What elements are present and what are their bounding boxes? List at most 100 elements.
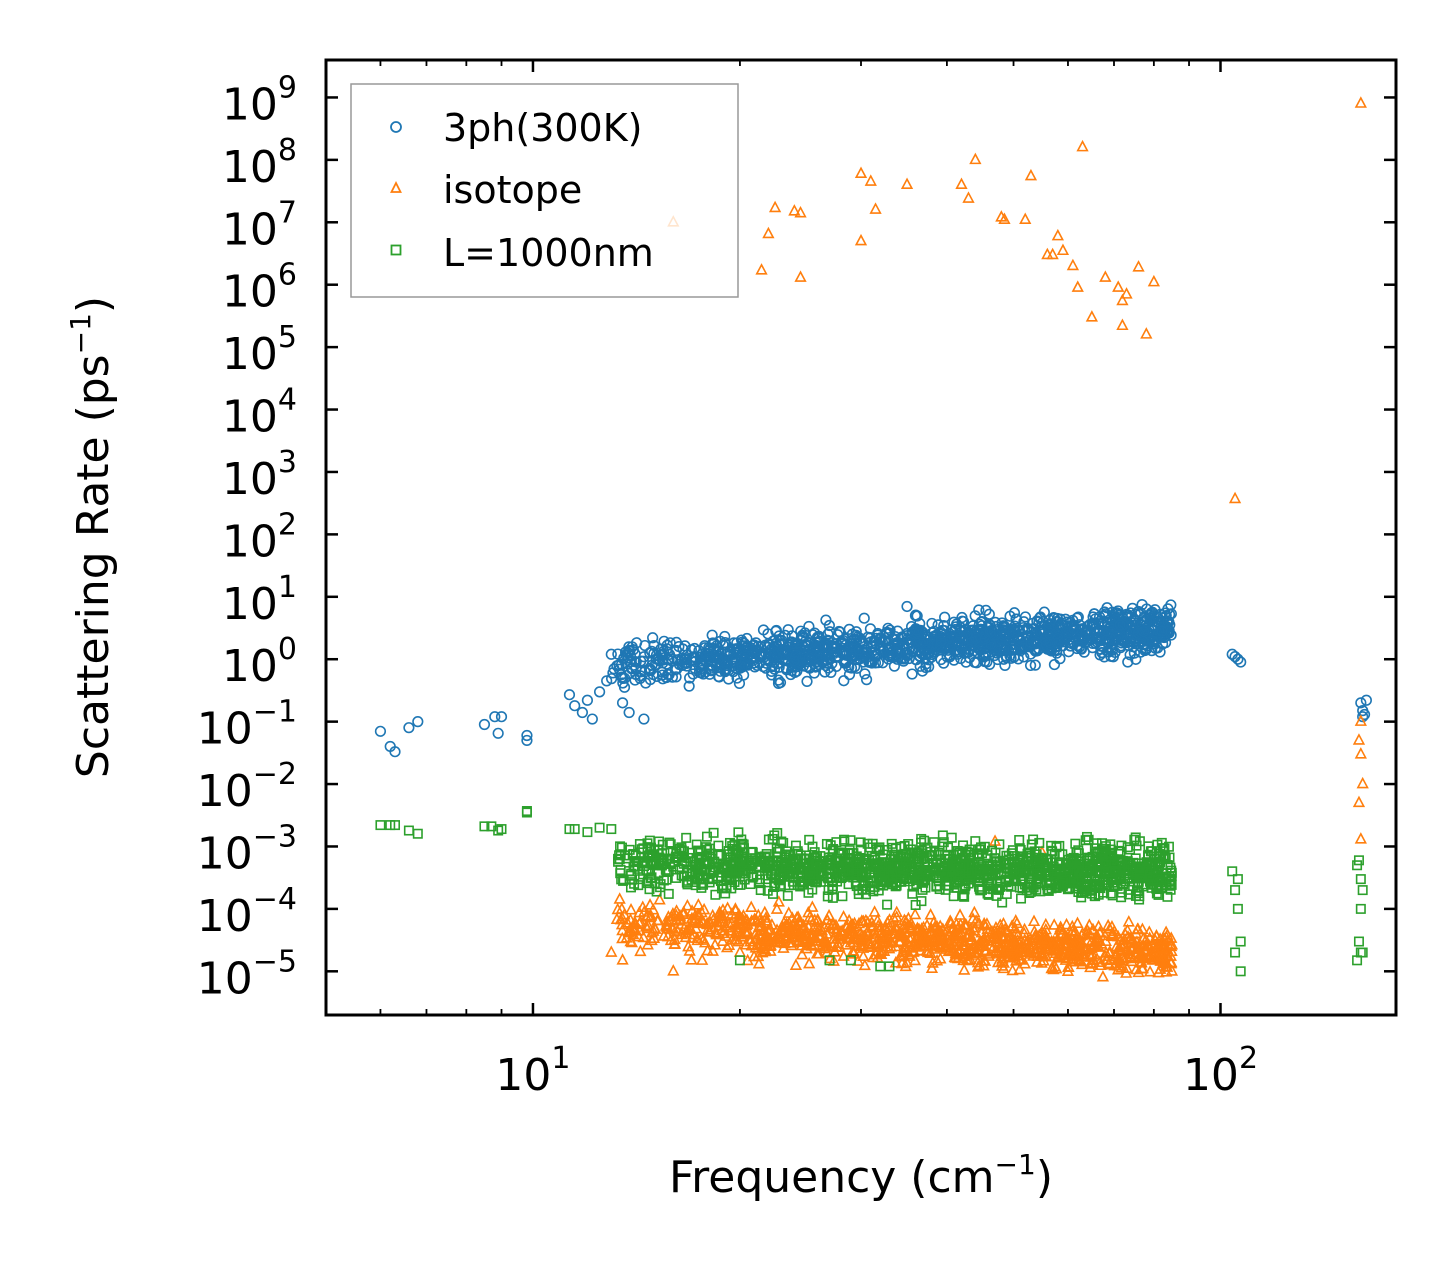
point-isotope — [786, 936, 799, 948]
point-3ph — [851, 662, 863, 674]
point-isotope — [799, 928, 813, 941]
point-l1000nm — [1161, 877, 1172, 888]
point-3ph — [1010, 626, 1022, 638]
point-isotope — [756, 945, 769, 958]
point-l1000nm — [1109, 879, 1120, 890]
point-3ph — [670, 636, 683, 649]
y-tick-label-base: 10 — [197, 828, 253, 879]
point-3ph — [766, 669, 778, 681]
point-isotope — [953, 935, 967, 947]
y-tick-label-exp: 8 — [278, 133, 297, 168]
point-l1000nm — [738, 856, 749, 867]
point-isotope — [1112, 280, 1125, 292]
point-isotope — [929, 938, 942, 951]
point-l1000nm — [786, 869, 797, 880]
point-l1000nm — [782, 890, 793, 901]
point-isotope — [1018, 922, 1031, 935]
point-isotope — [1039, 917, 1052, 930]
point-3ph — [787, 644, 799, 656]
point-3ph — [843, 668, 856, 681]
point-l1000nm — [1067, 857, 1078, 868]
point-l1000nm — [900, 854, 911, 865]
y-tick-label-exp: −4 — [253, 882, 297, 917]
point-l1000nm — [830, 856, 841, 867]
point-3ph — [850, 626, 862, 638]
point-3ph — [839, 639, 852, 651]
point-l1000nm — [738, 839, 749, 850]
point-isotope — [997, 961, 1010, 974]
point-l1000nm — [859, 858, 870, 869]
point-3ph — [961, 628, 974, 640]
point-l1000nm — [786, 856, 797, 867]
point-3ph — [979, 655, 991, 668]
point-3ph — [823, 635, 835, 647]
point-l1000nm — [768, 888, 779, 899]
y-tick-label-base: 10 — [222, 641, 278, 692]
point-isotope — [1354, 832, 1367, 844]
point-isotope — [1137, 931, 1150, 944]
y-tick-label: 10−5 — [197, 944, 297, 1004]
point-l1000nm — [993, 884, 1004, 895]
point-3ph — [1101, 634, 1113, 646]
point-l1000nm — [952, 849, 963, 860]
point-isotope — [1069, 925, 1082, 937]
legend: 3ph(300K) isotope L=1000nm — [350, 83, 739, 298]
point-isotope — [871, 939, 884, 952]
point-isotope — [981, 934, 994, 946]
y-tick-label-exp: 5 — [278, 320, 297, 355]
y-tick-label: 10−1 — [197, 695, 297, 755]
point-l1000nm — [685, 856, 696, 867]
point-l1000nm — [1114, 874, 1125, 885]
point-l1000nm — [679, 856, 690, 867]
point-isotope — [839, 938, 853, 950]
point-3ph — [788, 643, 800, 655]
point-l1000nm — [696, 878, 707, 889]
point-isotope — [1136, 922, 1149, 934]
point-isotope — [955, 177, 968, 190]
point-l1000nm — [812, 858, 823, 869]
point-3ph — [714, 665, 726, 677]
y-tick-label: 104 — [222, 383, 297, 443]
point-l1000nm — [883, 857, 894, 868]
point-l1000nm — [887, 879, 898, 890]
point-isotope — [1036, 932, 1049, 945]
y-tick-label-base: 10 — [222, 516, 278, 567]
point-isotope — [1061, 964, 1075, 977]
point-3ph — [1355, 697, 1367, 709]
point-3ph — [389, 746, 401, 758]
point-isotope — [900, 177, 914, 190]
y-tick-label: 105 — [222, 320, 297, 380]
x-tick-label-base: 10 — [495, 1050, 551, 1101]
point-isotope — [754, 915, 767, 928]
point-3ph — [939, 611, 951, 623]
point-l1000nm — [496, 824, 507, 835]
point-l1000nm — [1116, 887, 1127, 898]
point-isotope — [681, 898, 694, 911]
point-3ph — [950, 621, 962, 633]
point-isotope — [796, 920, 809, 933]
point-isotope — [795, 935, 808, 948]
legend-box — [350, 83, 739, 298]
point-isotope — [889, 921, 902, 934]
point-isotope — [682, 939, 695, 952]
point-3ph — [630, 662, 642, 674]
point-3ph — [787, 637, 799, 650]
y-tick-label-exp: −3 — [253, 819, 297, 854]
point-l1000nm — [942, 861, 953, 872]
x-axis-label-main: Frequency (cm — [669, 1152, 995, 1203]
point-3ph — [1162, 603, 1174, 615]
point-3ph — [693, 666, 705, 678]
point-isotope — [1018, 933, 1031, 945]
y-tick-label-base: 10 — [222, 392, 278, 443]
point-isotope — [914, 943, 927, 956]
point-isotope — [954, 929, 967, 942]
point-isotope — [806, 900, 819, 912]
point-isotope — [1079, 949, 1092, 961]
point-l1000nm — [671, 872, 682, 883]
y-axis-label: Scattering Rate (ps−1) — [64, 296, 119, 778]
point-3ph — [661, 643, 673, 655]
point-3ph — [791, 661, 803, 673]
point-isotope — [837, 910, 850, 922]
point-isotope — [670, 908, 683, 920]
point-isotope — [1060, 930, 1073, 942]
